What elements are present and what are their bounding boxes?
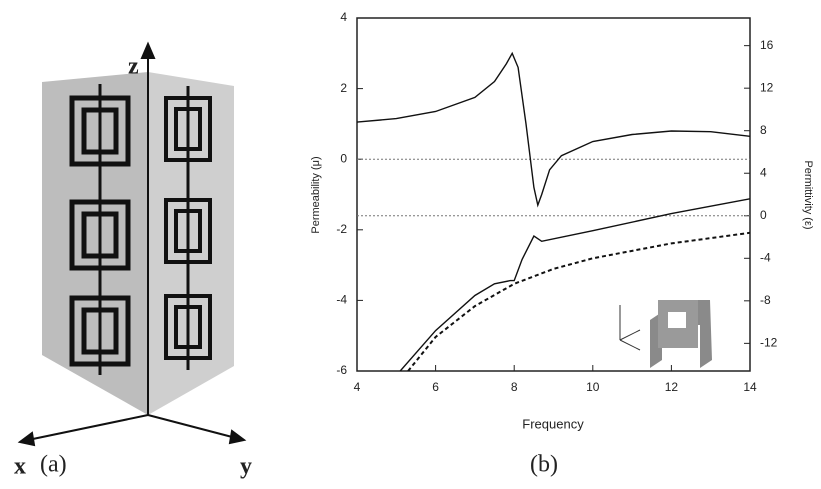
series-line	[399, 198, 750, 371]
y-tick-label: -4	[336, 293, 347, 307]
x-tick-label: 14	[743, 380, 757, 394]
y-axis-label: Permeability (μ)	[310, 156, 322, 233]
panel-label: (b)	[530, 452, 558, 478]
right-panel	[148, 72, 234, 415]
inset	[619, 300, 712, 368]
right-rings	[164, 86, 212, 370]
y2-tick-label: 4	[760, 165, 767, 179]
y2-tick-label: 8	[760, 123, 767, 137]
y-label: y	[240, 454, 252, 480]
x-tick-label: 8	[511, 380, 518, 394]
left-panel	[42, 72, 148, 415]
x-label: x	[14, 454, 26, 480]
y2-tick-label: -12	[760, 336, 778, 350]
y-tick-label: 0	[340, 151, 347, 165]
y2-axis-label: Permittivity (ε)	[802, 160, 814, 229]
panel-label: (a)	[40, 452, 67, 478]
x-axis-label: Frequency	[522, 416, 584, 431]
series-line	[407, 231, 750, 371]
y2-tick-label: 12	[760, 80, 774, 94]
left-rings	[69, 84, 131, 375]
z-label: z	[128, 54, 139, 80]
plot-frame	[356, 17, 751, 372]
plot-lines	[357, 51, 750, 371]
y2-tick-label: -8	[760, 293, 771, 307]
y-tick-label: -6	[336, 363, 347, 377]
series-line	[357, 51, 750, 208]
diagram: z x y	[14, 41, 252, 480]
y-tick-label: 2	[340, 81, 347, 95]
x-tick-label: 4	[354, 380, 361, 394]
x-tick-label: 10	[586, 380, 600, 394]
y-tick-label: 4	[340, 10, 347, 24]
y2-tick-label: 0	[760, 208, 767, 222]
y2-tick-label: 16	[760, 38, 774, 52]
axes-arrows	[17, 41, 247, 447]
x-tick-label: 6	[432, 380, 439, 394]
y2-tick-label: -4	[760, 250, 771, 264]
y-tick-label: -2	[336, 222, 347, 236]
x-tick-label: 12	[665, 380, 679, 394]
